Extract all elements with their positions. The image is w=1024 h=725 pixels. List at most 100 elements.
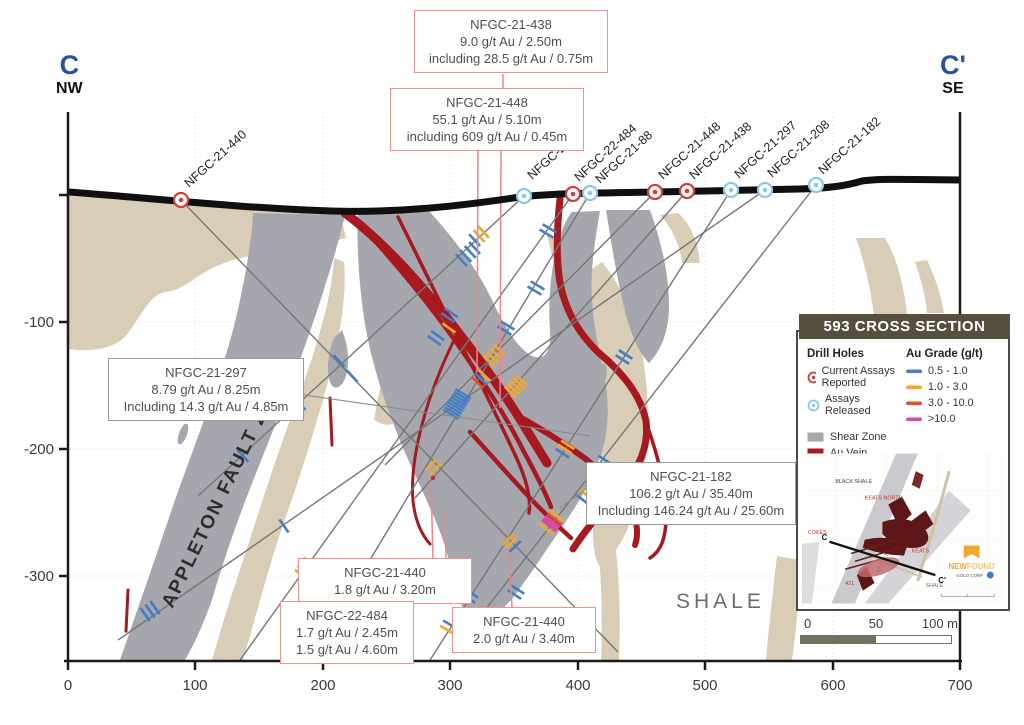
x-tick-label: 100 <box>182 677 207 694</box>
callout-leaders <box>296 74 591 608</box>
inset-421-label: 421 <box>845 581 854 587</box>
inset-plan-map: APPLETON FAULT ZONE C C' BLACK SHALE KEA… <box>802 452 1004 605</box>
inset-mini-scalebar <box>940 593 995 598</box>
legend-item-grade-3-10: 3.0 - 10.0 <box>906 397 1001 409</box>
section-dir-nw: NW <box>56 80 83 97</box>
logo-sub: GOLD CORP <box>956 573 983 578</box>
y-tick-label: -100 <box>24 314 54 331</box>
x-tick-label: 700 <box>947 677 972 694</box>
inset-keats-north-label: KEATS NORTH <box>865 496 903 502</box>
au-vein-swatch <box>807 448 824 458</box>
legend-item-shear-zone: Shear Zone <box>807 431 902 443</box>
collar-current <box>564 185 582 203</box>
legend-item-grade-1-3: 1.0 - 3.0 <box>906 381 1001 393</box>
section-dir-se: SE <box>942 80 964 97</box>
inset-map-canvas: APPLETON FAULT ZONE C C' BLACK SHALE KEA… <box>802 453 1004 604</box>
legend-item-label: Assays Released <box>825 393 871 417</box>
scale-bar: 0 50 100 m <box>800 616 958 644</box>
legend-item-label: 0.5 - 1.0 <box>928 365 968 377</box>
callout-title: NFGC-21-297 <box>165 365 247 380</box>
callout-line: including 28.5 g/t Au / 0.75m <box>428 51 594 67</box>
legend-item-label: 1.0 - 3.0 <box>928 381 968 393</box>
legend-drill-header: Drill Holes <box>807 348 864 360</box>
x-tick-label: 200 <box>310 677 335 694</box>
logo-found: FOUND <box>967 562 995 571</box>
collar-current <box>678 182 696 200</box>
assays-released-collar-icon <box>807 399 819 411</box>
callout-line: including 609 g/t Au / 0.45m <box>406 129 568 145</box>
callout-title: NFGC-21-440 <box>344 565 426 580</box>
x-tick-label: 0 <box>64 677 72 694</box>
grade-dash-icon <box>906 385 922 389</box>
collar-released <box>807 176 825 194</box>
legend-item-grade-05-1: 0.5 - 1.0 <box>906 365 1001 377</box>
newfound-gold-logo: NEWFOUND GOLD CORP <box>940 545 995 598</box>
callout-title: NFGC-21-440 <box>483 614 565 629</box>
legend-panel: Drill Holes Current Assays Reported Assa… <box>796 330 1010 611</box>
y-tick-label: -300 <box>24 568 54 585</box>
legend-item-assays-released: Assays Released <box>807 393 902 417</box>
logo-new: NEW <box>949 562 968 571</box>
drill-collars <box>172 176 825 209</box>
callout-line: 1.5 g/t Au / 4.60m <box>296 642 398 658</box>
axis-labels: -100 -200 -300 0 100 200 300 400 500 600… <box>24 314 973 694</box>
callout-line: 1.7 g/t Au / 2.45m <box>296 625 398 641</box>
legend-grade-column: Au Grade (g/t) 0.5 - 1.0 1.0 - 3.0 3.0 -… <box>906 348 1001 495</box>
callout-title: NFGC-22-484 <box>306 608 388 623</box>
scale-0-label: 0 <box>804 616 812 631</box>
collar-released <box>722 181 740 199</box>
section-letter-c: C <box>59 50 80 80</box>
section-marker-left: C NW <box>56 52 83 98</box>
callout-nfgc-22-484: NFGC-22-484 1.7 g/t Au / 2.45m 1.5 g/t A… <box>280 601 414 665</box>
hole-label: NFGC-21-440 <box>182 127 250 190</box>
inset-pink-body <box>857 557 900 578</box>
scale-100m-label: 100 m <box>921 616 958 631</box>
logo-blue-globe-icon <box>986 571 994 579</box>
shale-label: SHALE <box>676 590 765 613</box>
legend-item-current-assays: Current Assays Reported <box>807 365 902 389</box>
collar-released <box>756 181 774 199</box>
callout-nfgc-21-182: NFGC-21-182 106.2 g/t Au / 35.40m Includ… <box>586 462 796 526</box>
inset-c-prime-label: C' <box>938 576 946 585</box>
callout-line: Including 14.3 g/t Au / 4.85m <box>123 399 289 415</box>
scale-bar-graphic <box>800 635 952 644</box>
callout-title: NFGC-21-448 <box>446 95 528 110</box>
callout-line: 8.79 g/t Au / 8.25m <box>151 382 261 398</box>
current-assays-collar-icon <box>807 371 816 383</box>
collar-current <box>172 191 190 209</box>
collar-released <box>515 187 533 205</box>
y-tick-label: -200 <box>24 441 54 458</box>
legend-item-label: Current Assays Reported <box>821 365 895 389</box>
svg-text:NEWFOUND: NEWFOUND <box>949 562 995 571</box>
callout-title: NFGC-21-182 <box>650 469 732 484</box>
legend-grade-header: Au Grade (g/t) <box>906 348 983 360</box>
legend-item-label: Shear Zone <box>830 431 887 443</box>
x-tick-label: 600 <box>820 677 845 694</box>
inset-black-shale-label: BLACK SHALE <box>835 479 872 485</box>
callout-line: 9.0 g/t Au / 2.50m <box>460 34 562 50</box>
callout-nfgc-21-297: NFGC-21-297 8.79 g/t Au / 8.25m Includin… <box>108 358 304 422</box>
callout-line: Including 146.24 g/t Au / 25.60m <box>597 503 785 519</box>
grade-dash-icon <box>906 369 922 373</box>
inset-section-line <box>829 540 936 577</box>
callout-line: 106.2 g/t Au / 35.40m <box>629 486 753 502</box>
grade-dash-icon <box>906 417 922 421</box>
section-letter-c-prime: C' <box>940 50 966 80</box>
scale-50-label: 50 <box>868 616 884 631</box>
x-tick-label: 400 <box>565 677 590 694</box>
newfound-flag-icon <box>963 545 980 559</box>
collar-current <box>646 183 664 201</box>
x-tick-label: 500 <box>692 677 717 694</box>
section-marker-right: C' SE <box>940 52 966 98</box>
collar-released <box>581 184 599 202</box>
callout-nfgc-21-440-a: NFGC-21-440 1.8 g/t Au / 3.20m <box>298 558 472 605</box>
legend-item-label: >10.0 <box>928 413 956 425</box>
inset-keats-label: KEATS <box>912 549 930 555</box>
callout-nfgc-21-440-b: NFGC-21-440 2.0 g/t Au / 3.40m <box>452 607 596 654</box>
callout-title: NFGC-21-438 <box>470 17 552 32</box>
shear-zone-swatch <box>807 432 824 442</box>
inset-cokes-label: COKES <box>808 530 827 536</box>
inset-shale-label: SHALE <box>926 583 944 589</box>
drill-traces <box>117 184 817 661</box>
